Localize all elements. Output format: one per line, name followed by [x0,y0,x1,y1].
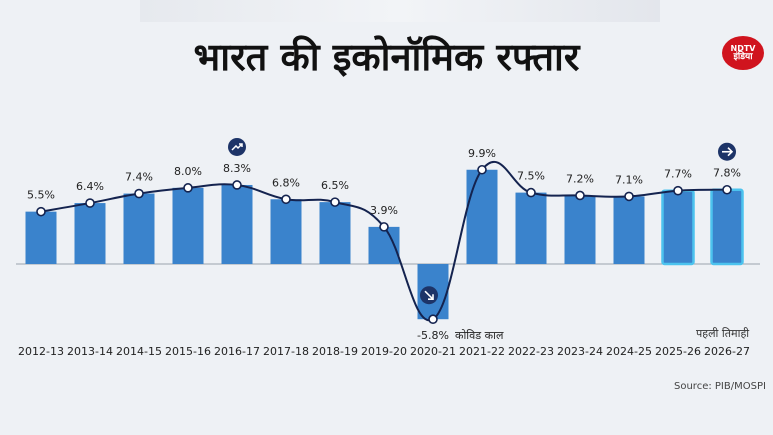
tick-label-2013-14: 2013-14 [67,345,113,358]
point-2026-27 [722,184,732,195]
point-2025-26 [673,185,683,196]
bar-2022-23 [515,192,547,264]
growth-trend-line [40,160,728,322]
tick-label-2022-23: 2022-23 [508,345,554,358]
page-title: भारत की इकोनॉमिक रफ्तार [193,35,580,79]
bar-2021-22 [466,169,498,264]
bar-2024-25 [613,196,645,264]
value-label-2015-16: 8.0% [174,165,202,178]
tick-label-2026-27: 2026-27 [704,345,750,358]
point-2013-14 [85,198,95,208]
tick-label-2018-19: 2018-19 [312,345,358,358]
bar-2015-16 [172,187,204,264]
bar-2013-14 [74,203,106,264]
value-label-2021-22: 9.9% [468,147,496,160]
tick-label-2019-20: 2019-20 [361,345,407,358]
point-2018-19 [330,197,340,207]
first-quarter-note: पहली तिमाही [696,327,750,340]
top-banner-strip [140,0,660,22]
point-2016-17 [232,180,242,190]
value-label-2026-27: 7.8% [713,167,741,180]
tick-label-2015-16: 2015-16 [165,345,211,358]
tick-label-2012-13: 2012-13 [18,345,64,358]
value-label-2025-26: 7.7% [664,168,692,181]
value-label-2017-18: 6.8% [272,176,300,189]
point-2022-23 [526,187,536,198]
bar-2016-17 [221,184,253,264]
point-2019-20 [379,222,389,232]
point-2021-22 [477,164,487,175]
value-label-2020-21: -5.8% [417,329,449,342]
value-label-2012-13: 5.5% [27,189,55,202]
value-label-2014-15: 7.4% [125,171,153,184]
bar-2017-18 [270,199,302,264]
tick-label-2023-24: 2023-24 [557,345,603,358]
value-label-2016-17: 8.3% [223,162,251,175]
value-label-2022-23: 7.5% [517,170,545,183]
point-2023-24 [575,190,585,201]
bar-2014-15 [123,193,155,264]
tick-label-2014-15: 2014-15 [116,345,162,358]
tick-label-2024-25: 2024-25 [606,345,652,358]
point-2020-21 [428,314,438,325]
value-label-2018-19: 6.5% [321,179,349,192]
logo-text-india: इंडिया [733,51,753,62]
point-2017-18 [281,194,291,205]
value-label-2019-20: 3.9% [370,204,398,217]
point-2024-25 [624,191,634,202]
bar-2023-24 [564,195,596,264]
tick-label-2021-22: 2021-22 [459,345,505,358]
source-text: Source: PIB/MOSPI [674,381,766,392]
point-2012-13 [36,206,46,217]
value-label-2023-24: 7.2% [566,172,594,185]
ndtv-india-logo: NDTV इंडिया [722,36,764,70]
value-label-2013-14: 6.4% [76,180,104,193]
bar-2026-27 [710,188,744,266]
covid-period-annotation: कोविड काल [455,329,504,342]
arrow-right-icon [718,142,736,161]
tick-label-2016-17: 2016-17 [214,345,260,358]
bar-2025-26 [661,189,695,266]
value-label-2024-25: 7.1% [615,173,643,186]
tick-label-2025-26: 2025-26 [655,345,701,358]
point-2014-15 [134,188,144,199]
bar-2018-19 [319,202,351,264]
point-2015-16 [183,183,193,193]
tick-label-2017-18: 2017-18 [263,345,309,358]
trend-up-icon [228,137,246,156]
logo-text-ndtv: NDTV [730,43,756,53]
tick-label-2020-21: 2020-21 [410,345,456,358]
arrow-down-right-icon [420,286,438,305]
bar-2012-13 [25,211,57,264]
